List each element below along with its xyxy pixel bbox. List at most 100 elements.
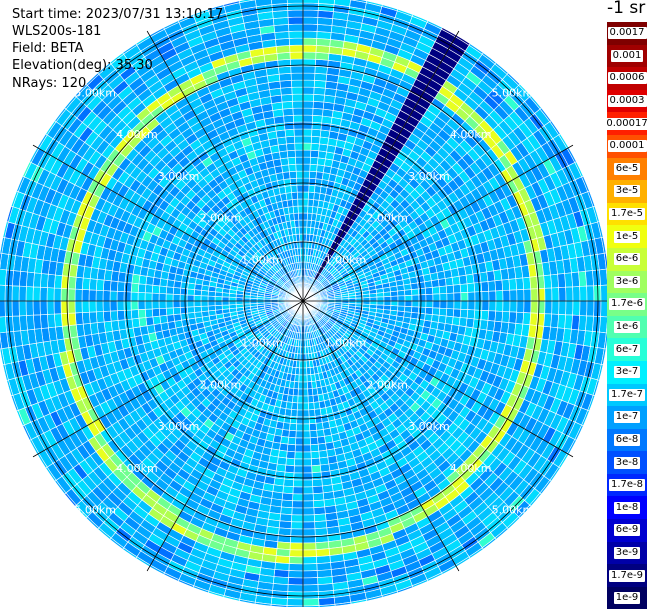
range-gate-cell — [288, 437, 296, 445]
range-gate-cell — [313, 486, 324, 494]
range-gate-cell — [291, 529, 303, 536]
range-gate-cell — [166, 287, 174, 295]
range-gate-cell — [303, 487, 313, 494]
range-gate-cell — [303, 508, 314, 515]
range-gate-cell — [208, 296, 215, 301]
range-gate-cell — [303, 213, 308, 220]
range-gate-cell — [315, 521, 327, 529]
range-gate-cell — [453, 285, 461, 294]
range-gate-cell — [277, 457, 286, 465]
range-gate-cell — [75, 313, 83, 325]
range-gate-cell — [425, 307, 433, 314]
range-gate-cell — [303, 599, 319, 606]
range-gate-cell — [303, 192, 309, 199]
range-gate-cell — [89, 279, 97, 291]
range-gate-cell — [303, 143, 311, 150]
range-gate-cell — [124, 282, 132, 292]
range-gate-cell — [303, 564, 317, 571]
range-gate-cell — [303, 94, 314, 101]
range-gate-cell — [303, 3, 319, 10]
range-gate-cell — [152, 301, 159, 309]
range-gate-cell — [318, 443, 327, 451]
range-gate-cell — [138, 292, 145, 301]
range-gate-cell — [566, 301, 573, 315]
range-gate-cell — [311, 136, 320, 144]
range-gate-cell — [201, 301, 208, 306]
range-gate-cell — [281, 436, 289, 444]
range-gate-cell — [303, 585, 318, 592]
range-gate-cell — [433, 301, 440, 308]
range-gate-cell — [320, 137, 329, 145]
range-gate-cell — [303, 438, 311, 445]
range-gate-cell — [145, 285, 153, 294]
range-gate-cell — [303, 389, 308, 396]
range-gate-cell — [0, 285, 5, 301]
range-gate-cell — [530, 313, 538, 326]
range-gate-cell — [278, 450, 287, 458]
range-gate-cell — [145, 309, 153, 318]
range-gate-cell — [82, 289, 89, 301]
range-gate-cell — [426, 301, 433, 308]
range-gate-cell — [565, 315, 573, 329]
range-gate-cell — [313, 493, 324, 501]
range-gate-cell — [303, 445, 311, 452]
range-gate-cell — [452, 317, 460, 326]
range-gate-cell — [145, 301, 152, 309]
range-gate-cell — [311, 143, 320, 151]
range-gate-cell — [438, 279, 446, 287]
range-gate-cell — [180, 288, 187, 295]
range-gate-cell — [316, 423, 323, 431]
range-gate-cell — [363, 298, 370, 302]
range-gate-cell — [33, 287, 40, 301]
range-gate-cell — [279, 443, 288, 451]
range-gate-cell — [303, 45, 316, 52]
range-gate-cell — [439, 286, 447, 294]
range-gate-cell — [310, 430, 318, 438]
range-gate-cell — [531, 301, 538, 313]
range-gate-cell — [510, 301, 517, 312]
range-gate-cell — [5, 285, 12, 301]
range-gate-cell — [208, 301, 215, 306]
range-gate-cell — [468, 292, 475, 301]
range-gate-cell — [517, 289, 524, 301]
range-gate-cell — [474, 310, 482, 320]
range-gate-cell — [426, 294, 433, 301]
range-gate-cell — [68, 301, 75, 313]
range-gate-cell — [559, 287, 566, 301]
range-gate-cell — [552, 288, 559, 301]
range-gate-cell — [405, 295, 412, 301]
range-gate-cell — [298, 382, 303, 389]
range-gate-cell — [433, 294, 440, 301]
range-gate-cell — [587, 286, 594, 301]
range-gate-cell — [447, 293, 454, 301]
range-gate-cell — [558, 274, 566, 288]
range-gate-cell — [303, 164, 310, 171]
range-gate-cell — [295, 452, 303, 459]
range-gate-cell — [439, 308, 447, 316]
range-gate-cell — [510, 290, 517, 301]
range-gate-cell — [222, 297, 229, 301]
range-gate-cell — [131, 283, 139, 292]
range-gate-cell — [551, 314, 559, 328]
range-gate-cell — [509, 312, 517, 324]
range-gate-cell — [481, 310, 489, 320]
range-gate-cell — [404, 284, 412, 290]
range-gate-cell — [194, 295, 201, 301]
range-gate-cell — [298, 389, 303, 396]
range-gate-cell — [370, 297, 377, 301]
range-gate-cell — [117, 282, 125, 292]
range-gate-cell — [377, 297, 384, 301]
range-gate-cell — [289, 557, 303, 564]
range-gate-cell — [167, 315, 175, 323]
range-gate-cell — [180, 307, 187, 314]
range-gate-cell — [222, 305, 229, 310]
range-gate-cell — [460, 284, 468, 293]
range-gate-cell — [47, 314, 55, 328]
range-gate-cell — [291, 409, 297, 416]
range-gate-cell — [460, 309, 468, 318]
range-gate-cell — [303, 571, 318, 578]
range-gate-cell — [201, 296, 208, 301]
range-gate-cell — [303, 543, 316, 550]
range-gate-cell — [138, 284, 146, 293]
range-gate-cell — [453, 309, 461, 318]
